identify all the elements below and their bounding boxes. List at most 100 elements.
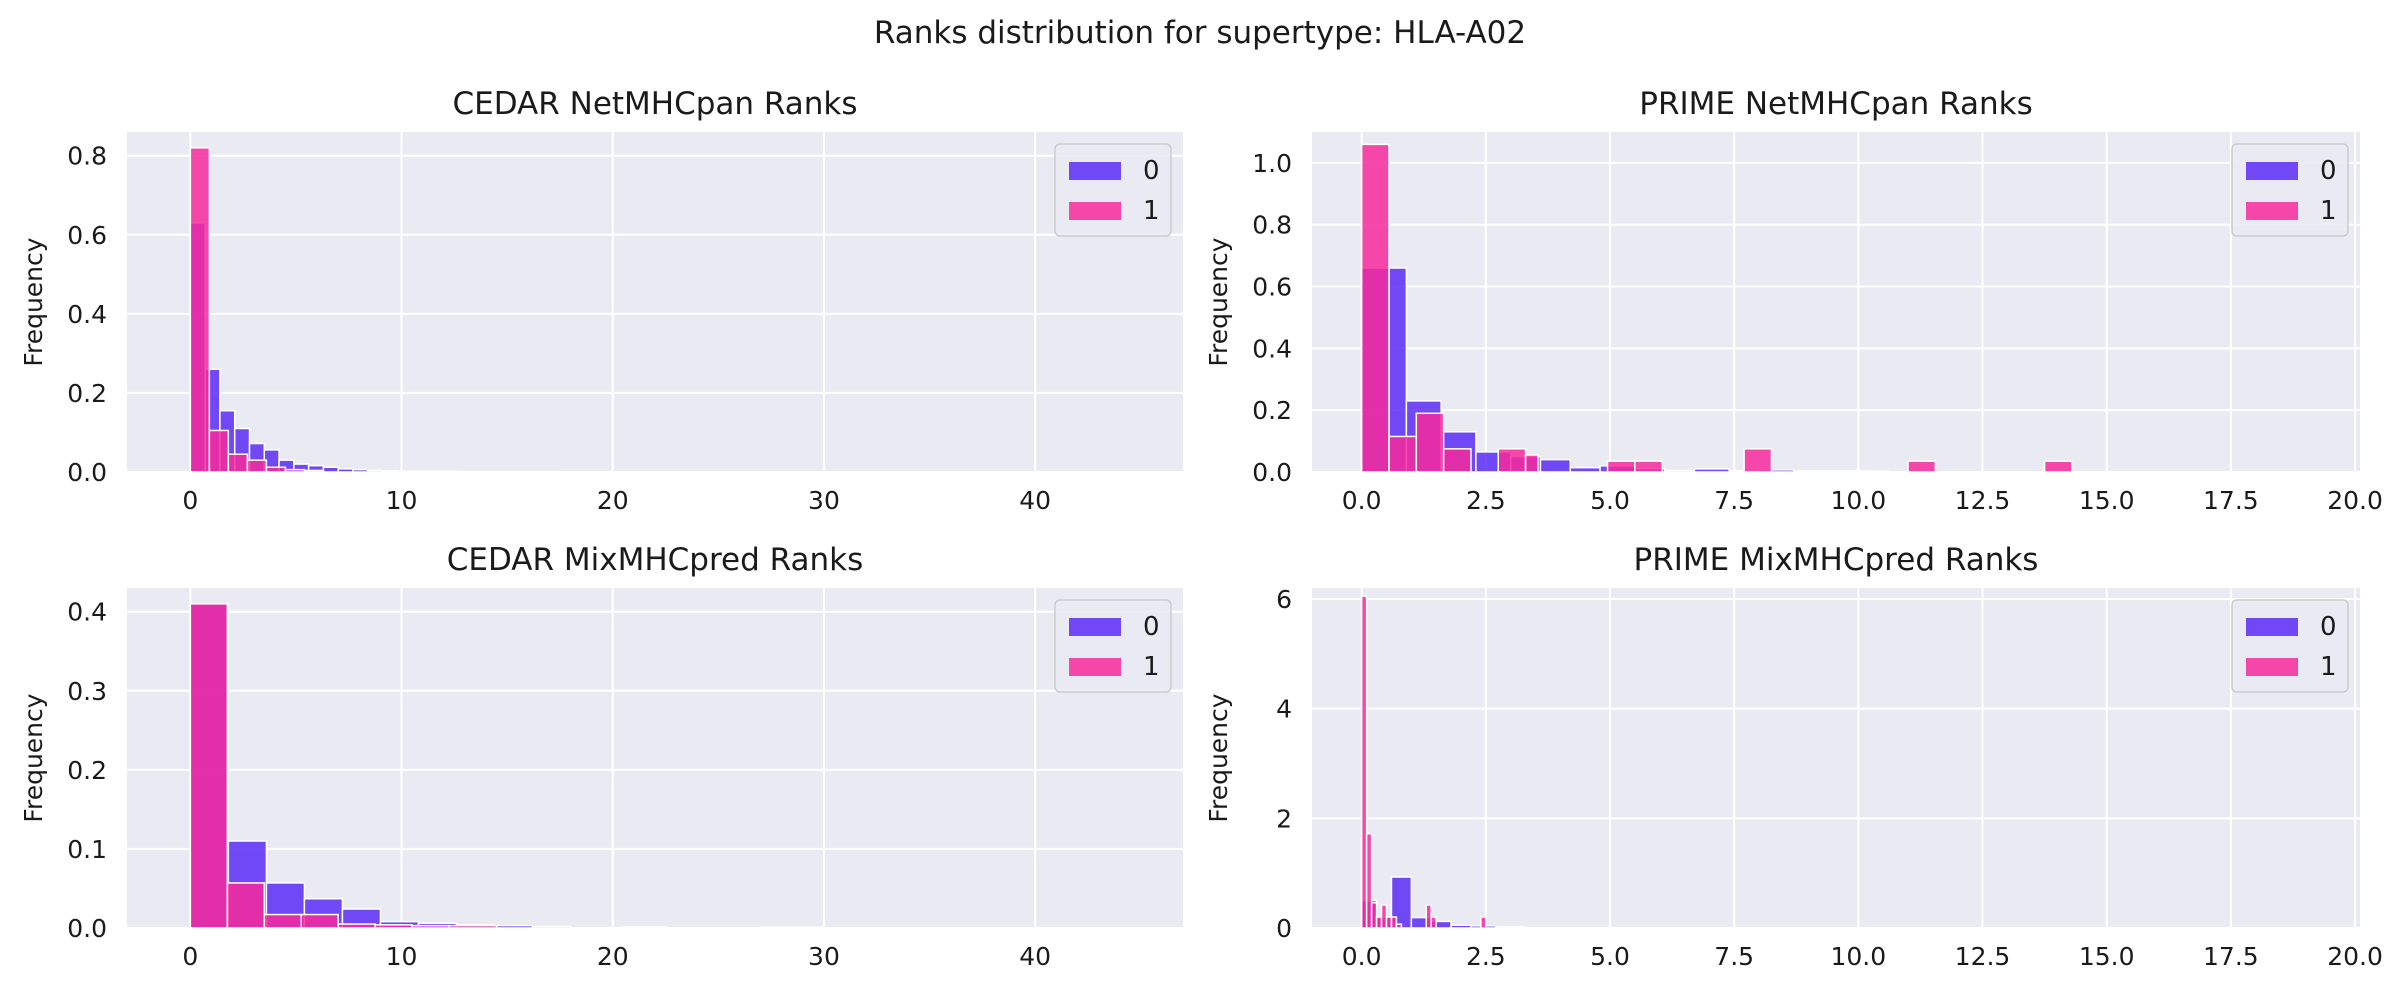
x-tick-label: 12.5: [1955, 942, 2011, 971]
legend-swatch: [1069, 162, 1121, 180]
histogram-bar: [411, 924, 450, 928]
y-tick-label: 6: [1276, 585, 1292, 614]
histogram-bar: [1430, 916, 1437, 928]
x-tick-label: 0: [182, 486, 198, 515]
histogram-bar: [1743, 448, 1773, 472]
legend-label: 1: [1143, 652, 1160, 682]
legend: 01: [1054, 143, 1172, 237]
legend-label: 0: [1143, 612, 1160, 642]
x-tick-label: 5.0: [1590, 486, 1630, 515]
histogram-bar: [337, 923, 376, 928]
x-tick-label: 12.5: [1955, 486, 2011, 515]
histogram-bar: [1663, 469, 1696, 472]
histogram-bar: [1370, 902, 1378, 928]
y-tick-label: 2: [1276, 804, 1292, 833]
histogram-bar: [396, 470, 458, 472]
x-tick-label: 20: [597, 486, 629, 515]
x-tick-label: 40: [1019, 486, 1051, 515]
subplot-title: CEDAR NetMHCpan Ranks: [452, 86, 857, 122]
y-tick-label: 0.8: [67, 142, 107, 171]
histogram-bar: [265, 466, 287, 472]
x-tick-label: 0: [182, 942, 198, 971]
histogram-bar: [1793, 470, 1825, 472]
histogram-bar: [226, 882, 266, 928]
histogram-bar: [1390, 876, 1413, 928]
x-tick-label: 10: [386, 486, 418, 515]
x-tick-label: 5.0: [1590, 942, 1630, 971]
y-tick-label: 0.0: [1252, 458, 1292, 487]
legend: 01: [2231, 599, 2349, 693]
series-1: [1360, 595, 1487, 928]
plot-area: [127, 132, 1183, 472]
x-tick-label: 7.5: [1714, 486, 1754, 515]
histogram-bar: [1569, 466, 1601, 472]
legend: 01: [2231, 143, 2349, 237]
histogram-bar: [381, 470, 399, 472]
histogram-bar: [337, 468, 354, 472]
bars: [1360, 595, 1527, 928]
x-tick-label: 10.0: [1831, 942, 1887, 971]
histogram-bar: [2043, 460, 2073, 472]
x-tick-label: 20: [597, 942, 629, 971]
histogram-bar: [1360, 143, 1390, 472]
series-1: [189, 147, 325, 472]
legend-label: 0: [2320, 156, 2337, 186]
histogram-bar: [493, 924, 534, 928]
histogram-bar: [303, 469, 325, 472]
legend-label: 0: [2320, 612, 2337, 642]
subplot-title: PRIME NetMHCpan Ranks: [1639, 86, 2032, 122]
histogram-bar: [1539, 458, 1572, 472]
histogram-bar: [1495, 926, 1527, 928]
x-tick-label: 17.5: [2203, 942, 2259, 971]
legend-label: 0: [1143, 156, 1160, 186]
y-tick-label: 1.0: [1252, 149, 1292, 178]
histogram-bar: [208, 429, 230, 472]
y-tick-label: 0.4: [67, 598, 107, 627]
legend-swatch: [1069, 618, 1121, 636]
histogram-bar: [622, 926, 667, 928]
histogram-bar: [1634, 460, 1663, 472]
bars: [189, 603, 825, 928]
y-tick-label: 0.0: [67, 458, 107, 487]
histogram-bar: [246, 459, 268, 472]
histogram-bar: [1390, 916, 1398, 928]
histogram-bar: [322, 466, 339, 472]
histogram-bar: [374, 924, 413, 928]
y-axis-label: Frequency: [1204, 693, 1233, 822]
x-tick-label: 0.0: [1342, 486, 1382, 515]
y-tick-label: 0.3: [67, 677, 107, 706]
y-tick-label: 0.2: [67, 379, 107, 408]
legend-swatch: [1069, 202, 1121, 220]
legend: 01: [1054, 599, 1172, 693]
histogram-bar: [1395, 923, 1403, 928]
x-tick-label: 2.5: [1466, 486, 1506, 515]
x-tick-label: 10.0: [1831, 486, 1887, 515]
x-tick-label: 40: [1019, 942, 1051, 971]
x-tick-label: 30: [808, 486, 840, 515]
legend-label: 1: [2320, 196, 2337, 226]
x-tick-label: 20.0: [2327, 942, 2383, 971]
y-tick-label: 0.1: [67, 835, 107, 864]
legend-swatch: [2246, 658, 2298, 676]
x-tick-label: 2.5: [1466, 942, 1506, 971]
y-tick-label: 0.6: [67, 221, 107, 250]
legend-swatch: [1069, 658, 1121, 676]
histogram-bar: [1365, 832, 1373, 928]
y-axis-label: Frequency: [1204, 237, 1233, 366]
histogram-bar: [1480, 916, 1487, 928]
histogram-bar: [759, 926, 825, 928]
y-tick-label: 0.4: [1252, 334, 1292, 363]
histogram-bar: [531, 925, 572, 928]
histogram-bar: [227, 453, 249, 472]
histogram-bar: [1822, 470, 1860, 472]
histogram-bar: [300, 913, 339, 928]
y-tick-label: 0: [1276, 914, 1292, 943]
y-tick-label: 4: [1276, 695, 1292, 724]
series-1: [189, 603, 498, 928]
histogram-bar: [1693, 468, 1730, 472]
y-tick-label: 0.2: [1252, 396, 1292, 425]
y-tick-label: 0.2: [67, 756, 107, 785]
